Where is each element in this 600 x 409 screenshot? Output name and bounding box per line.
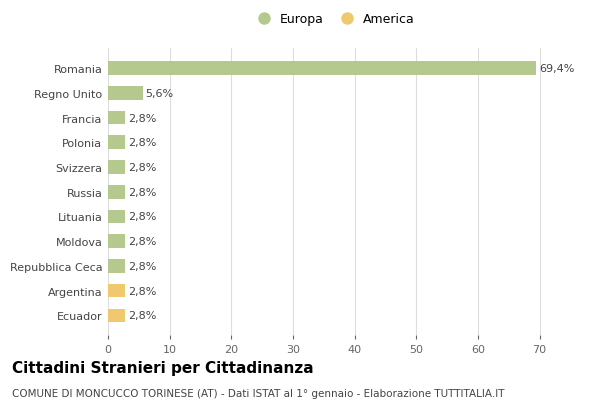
Text: 2,8%: 2,8% bbox=[128, 113, 157, 123]
Text: 2,8%: 2,8% bbox=[128, 212, 157, 222]
Text: COMUNE DI MONCUCCO TORINESE (AT) - Dati ISTAT al 1° gennaio - Elaborazione TUTTI: COMUNE DI MONCUCCO TORINESE (AT) - Dati … bbox=[12, 389, 505, 398]
Bar bbox=[108, 259, 125, 273]
Legend: Europa, America: Europa, America bbox=[247, 9, 419, 31]
Bar bbox=[108, 284, 125, 298]
Text: 2,8%: 2,8% bbox=[128, 138, 157, 148]
Bar bbox=[108, 87, 143, 100]
Text: 2,8%: 2,8% bbox=[128, 261, 157, 271]
Text: Cittadini Stranieri per Cittadinanza: Cittadini Stranieri per Cittadinanza bbox=[12, 360, 314, 375]
Text: 2,8%: 2,8% bbox=[128, 236, 157, 247]
Bar bbox=[108, 62, 536, 76]
Bar bbox=[108, 309, 125, 322]
Bar bbox=[108, 210, 125, 224]
Bar bbox=[108, 111, 125, 125]
Text: 2,8%: 2,8% bbox=[128, 310, 157, 321]
Text: 2,8%: 2,8% bbox=[128, 187, 157, 197]
Bar bbox=[108, 235, 125, 248]
Bar bbox=[108, 161, 125, 174]
Text: 2,8%: 2,8% bbox=[128, 286, 157, 296]
Bar bbox=[108, 136, 125, 150]
Text: 69,4%: 69,4% bbox=[539, 64, 574, 74]
Bar bbox=[108, 185, 125, 199]
Text: 2,8%: 2,8% bbox=[128, 162, 157, 173]
Text: 5,6%: 5,6% bbox=[146, 89, 174, 99]
